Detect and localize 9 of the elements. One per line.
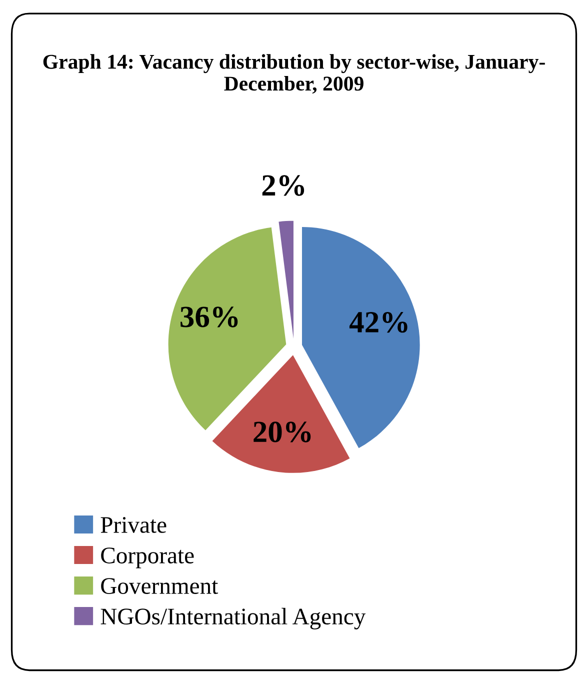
legend-label: Corporate — [101, 548, 194, 568]
data-label: 42% — [349, 312, 408, 333]
legend-label: Private — [100, 517, 166, 533]
data-label: 2% — [262, 175, 304, 196]
chart-title: Graph 14: Vacancy distribution by sector-wise, January- December, 2009 — [43, 54, 545, 94]
data-label: 20% — [254, 422, 311, 442]
data-label: 36% — [180, 306, 238, 328]
legend-label: Government — [101, 578, 218, 594]
legend-label: NGOs/International Agency — [100, 608, 366, 630]
